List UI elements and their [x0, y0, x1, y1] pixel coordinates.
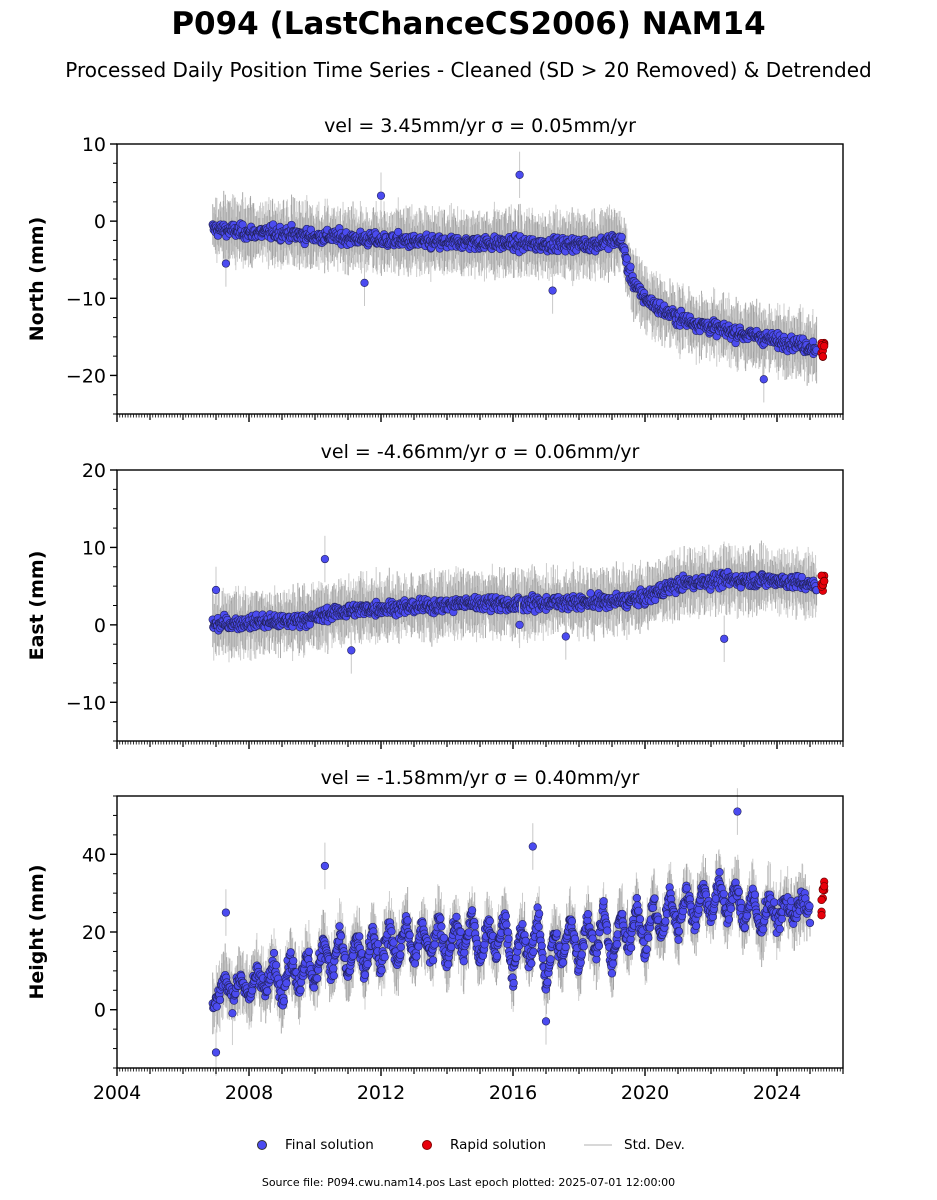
final-point: [515, 170, 524, 179]
y-axis-label-east: East (mm): [26, 551, 48, 661]
final-point: [360, 278, 369, 287]
y-tick-label: 0: [94, 615, 106, 637]
rapid-point: [820, 577, 829, 586]
panel-title-north: vel = 3.45mm/yr σ = 0.05mm/yr: [324, 115, 636, 137]
figure-title: P094 (LastChanceCS2006) NAM14: [171, 6, 766, 42]
rapid-point: [820, 342, 829, 351]
panel-east: vel = -4.66mm/yr σ = 0.06mm/yr East (mm) 2…: [26, 441, 844, 749]
final-point: [720, 634, 729, 643]
final-point: [515, 620, 524, 629]
y-axis-label-north: North (mm): [26, 217, 48, 342]
y-tick-label: 0: [94, 211, 106, 233]
final-point: [561, 632, 570, 641]
y-tick-label: 10: [82, 134, 106, 156]
final-point: [759, 375, 768, 384]
final-point: [548, 286, 557, 295]
data-north: [208, 151, 829, 403]
y-tick-label: 10: [82, 537, 106, 559]
rapid-point: [818, 352, 827, 361]
y-tick-label: −10: [66, 288, 106, 310]
final-point: [394, 227, 403, 237]
final-point: [376, 191, 386, 200]
data-east: [208, 535, 829, 674]
figure-subtitle: Processed Daily Position Time Series - C…: [65, 58, 872, 82]
y-tick-label: −10: [66, 692, 106, 714]
final-point: [320, 554, 330, 564]
final-point: [347, 646, 356, 655]
time-series-plot: vel = 3.45mm/yr σ = 0.05mm/yr North (mm) 1…: [26, 115, 844, 1104]
y-tick-label: 20: [82, 460, 106, 482]
final-point: [626, 262, 635, 271]
y-tick-label: −20: [66, 365, 106, 387]
final-point: [622, 254, 631, 263]
final-point: [211, 585, 221, 595]
panel-north: vel = 3.45mm/yr σ = 0.05mm/yr North (mm) 1…: [26, 115, 844, 422]
final-point: [221, 259, 230, 268]
final-point: [617, 232, 626, 242]
panel-title-east: vel = -4.66mm/yr σ = 0.06mm/yr: [321, 441, 640, 463]
